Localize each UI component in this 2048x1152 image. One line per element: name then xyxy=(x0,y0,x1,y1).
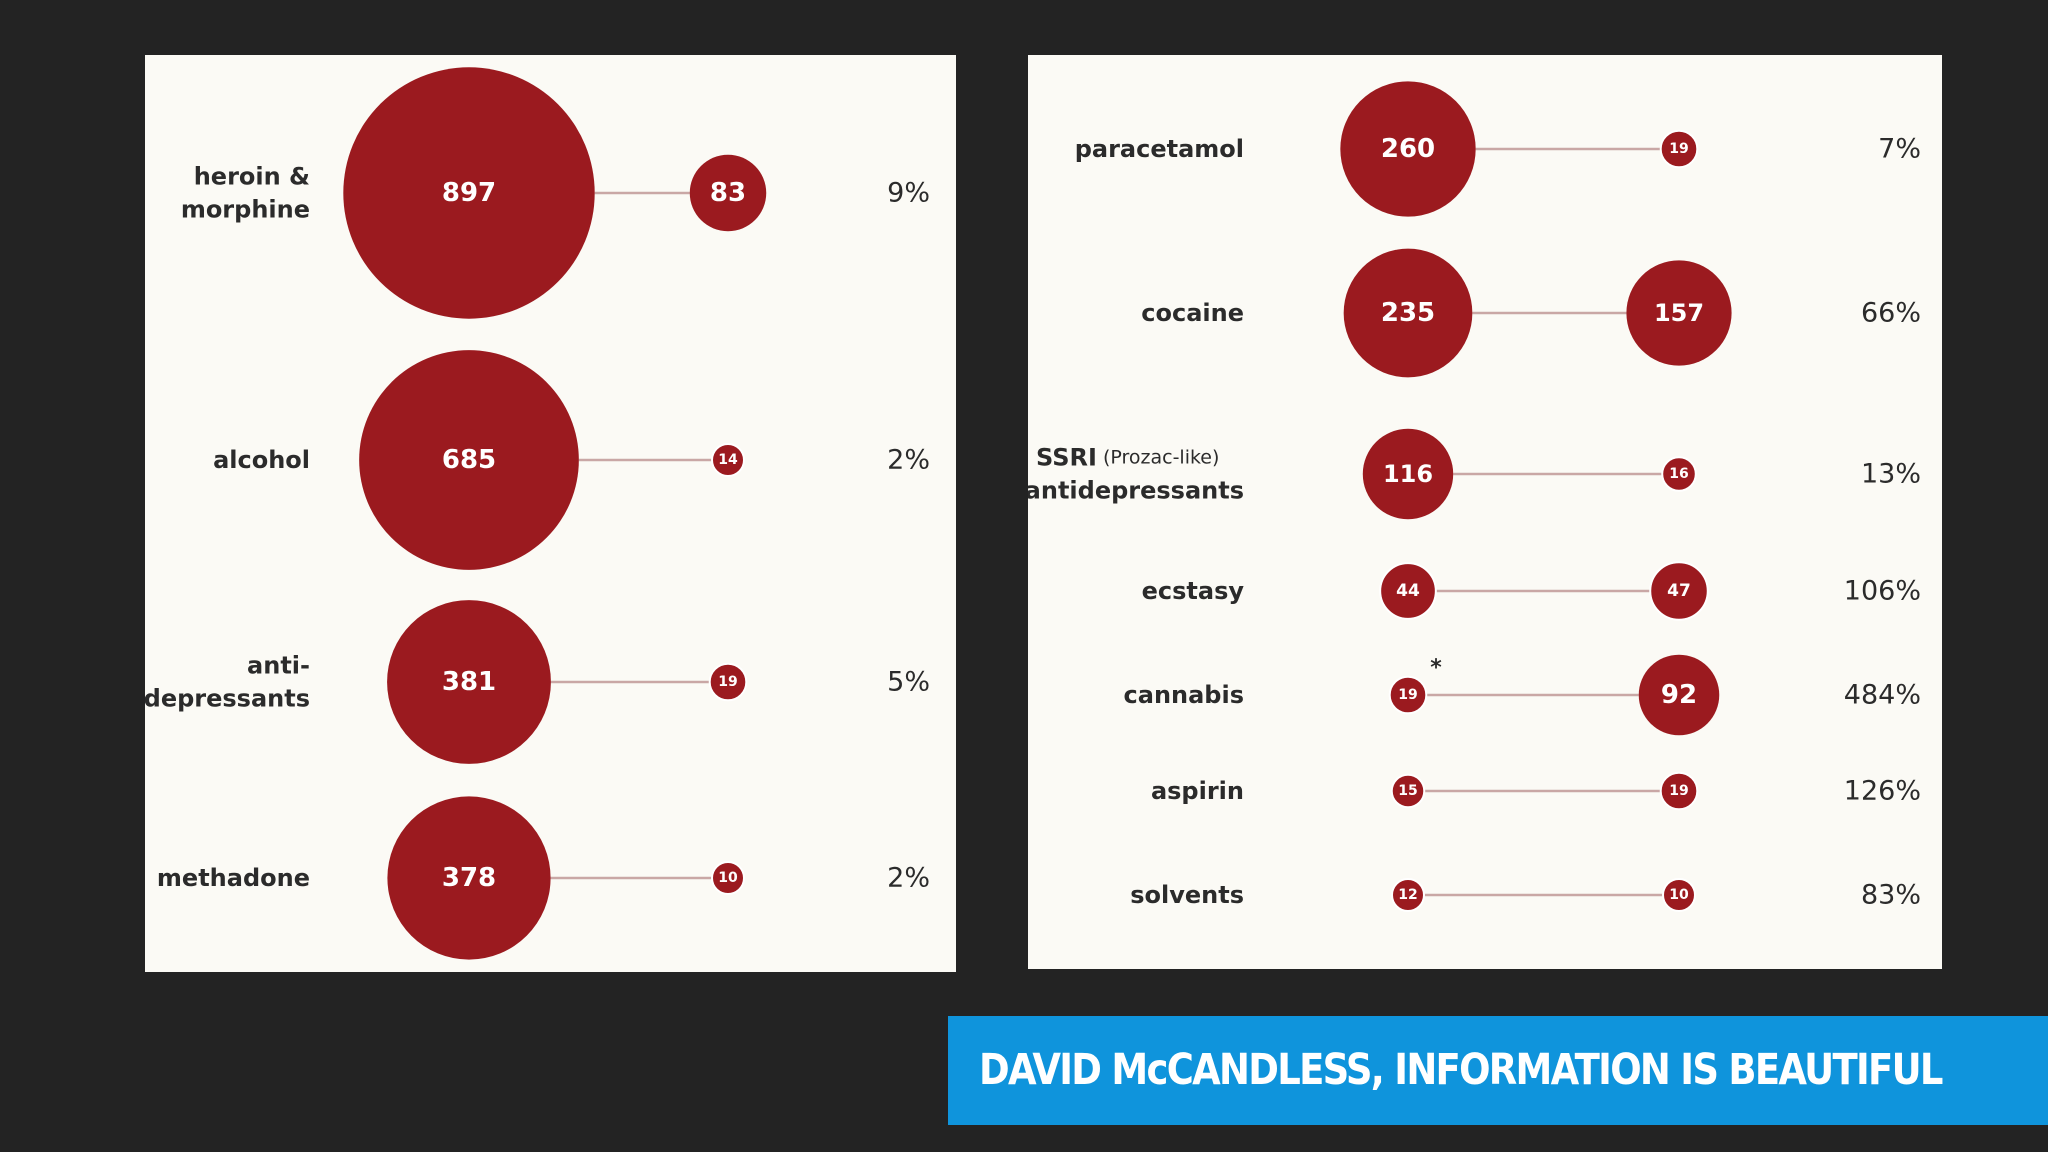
bubble-value-left: 44 xyxy=(1396,581,1420,601)
percent-label: 5% xyxy=(887,667,930,698)
bubble-value-left: 116 xyxy=(1383,460,1433,488)
row-label: antidepressants xyxy=(1028,477,1244,505)
percent-label: 126% xyxy=(1844,776,1921,807)
bubble-right xyxy=(711,861,745,895)
bubble-value-right: 92 xyxy=(1661,680,1697,710)
chart-left-svg: 897 83 heroin & morphine 9% 685 14 alcohol 2% 381… xyxy=(145,67,930,960)
percent-label: 9% xyxy=(887,178,930,209)
bubble-value-left: 685 xyxy=(442,445,496,475)
row-label: ecstasy xyxy=(1142,577,1245,605)
bubble-left xyxy=(1379,562,1437,620)
percent-label: 2% xyxy=(887,445,930,476)
bubble-left xyxy=(1343,248,1473,378)
percent-label: 13% xyxy=(1861,459,1921,490)
row-label: aspirin xyxy=(1151,777,1244,805)
percent-label: 83% xyxy=(1861,880,1921,911)
bubble-left xyxy=(1391,878,1425,912)
row-label: paracetamol xyxy=(1075,135,1244,163)
bubble-value-left: 12 xyxy=(1398,887,1417,903)
row-label: methadone xyxy=(157,864,310,892)
percent-label: 484% xyxy=(1844,680,1921,711)
row-label: morphine xyxy=(181,196,310,224)
percent-label: 2% xyxy=(887,863,930,894)
row-label: cannabis xyxy=(1124,681,1244,709)
row-label-note: (Prozac-like) xyxy=(1097,447,1220,469)
percent-label: 106% xyxy=(1844,576,1921,607)
row-label: SSRI (Prozac-like) xyxy=(1036,444,1219,472)
percent-label: 7% xyxy=(1878,134,1921,165)
bubble-right xyxy=(711,443,745,477)
bubble-value-left: 15 xyxy=(1398,783,1417,799)
bubble-right xyxy=(1662,878,1696,912)
bubble-right xyxy=(1626,260,1732,366)
chart-panel-right: 260 19 paracetamol 7% 235 157 cocaine 66% 116 16 S… xyxy=(1028,55,1942,969)
bubble-left xyxy=(343,67,595,319)
percent-label: 66% xyxy=(1861,298,1921,329)
bubble-right xyxy=(1659,129,1699,169)
row-label: alcohol xyxy=(213,446,310,474)
bubble-left xyxy=(387,600,551,764)
bubble-value-right: 19 xyxy=(1669,783,1688,799)
row-label: solvents xyxy=(1130,881,1244,909)
bubble-left xyxy=(1390,773,1426,809)
bubble-value-left: 260 xyxy=(1381,134,1435,164)
caption-text: DAVID McCANDLESS, INFORMATION IS BEAUTIF… xyxy=(979,1045,1943,1095)
bubble-value-left: 381 xyxy=(442,667,496,697)
bubble-right xyxy=(689,154,767,232)
bubble-left xyxy=(1362,428,1454,520)
bubble-value-right: 47 xyxy=(1667,581,1691,601)
bubble-value-left: 378 xyxy=(442,863,496,893)
row-label: cocaine xyxy=(1141,299,1244,327)
bubble-value-right: 19 xyxy=(1669,141,1688,157)
row-label: heroin & xyxy=(194,163,310,191)
chart-panel-left: 897 83 heroin & morphine 9% 685 14 alcohol 2% 381… xyxy=(145,55,956,972)
bubble-value-right: 10 xyxy=(718,870,738,886)
caption-bar: DAVID McCANDLESS, INFORMATION IS BEAUTIF… xyxy=(948,1016,2048,1125)
bubble-left xyxy=(1340,81,1476,217)
bubble-right xyxy=(1659,771,1699,811)
bubble-value-left: 897 xyxy=(442,178,496,208)
chart-right-svg: 260 19 paracetamol 7% 235 157 cocaine 66% 116 16 S… xyxy=(1028,81,1921,912)
bubble-value-right: 14 xyxy=(718,452,738,468)
bubble-right xyxy=(1661,456,1697,492)
bubble-value-right: 10 xyxy=(1669,887,1689,903)
bubble-left xyxy=(387,796,551,960)
bubble-value-right: 16 xyxy=(1669,466,1688,482)
bubble-right xyxy=(708,662,748,702)
bubble-value-right: 19 xyxy=(718,674,737,690)
bubble-value-right: 83 xyxy=(710,178,746,208)
bubble-left xyxy=(1388,675,1428,715)
asterisk-mark: * xyxy=(1430,656,1442,681)
bubble-value-left: 235 xyxy=(1381,298,1435,328)
row-label: anti- xyxy=(247,652,310,680)
bubble-right xyxy=(1649,561,1709,621)
bubble-right xyxy=(1638,654,1720,736)
bubble-value-left: 19 xyxy=(1398,687,1417,703)
bubble-value-right: 157 xyxy=(1654,299,1704,327)
bubble-left xyxy=(359,350,579,570)
row-label: depressants xyxy=(145,685,310,713)
